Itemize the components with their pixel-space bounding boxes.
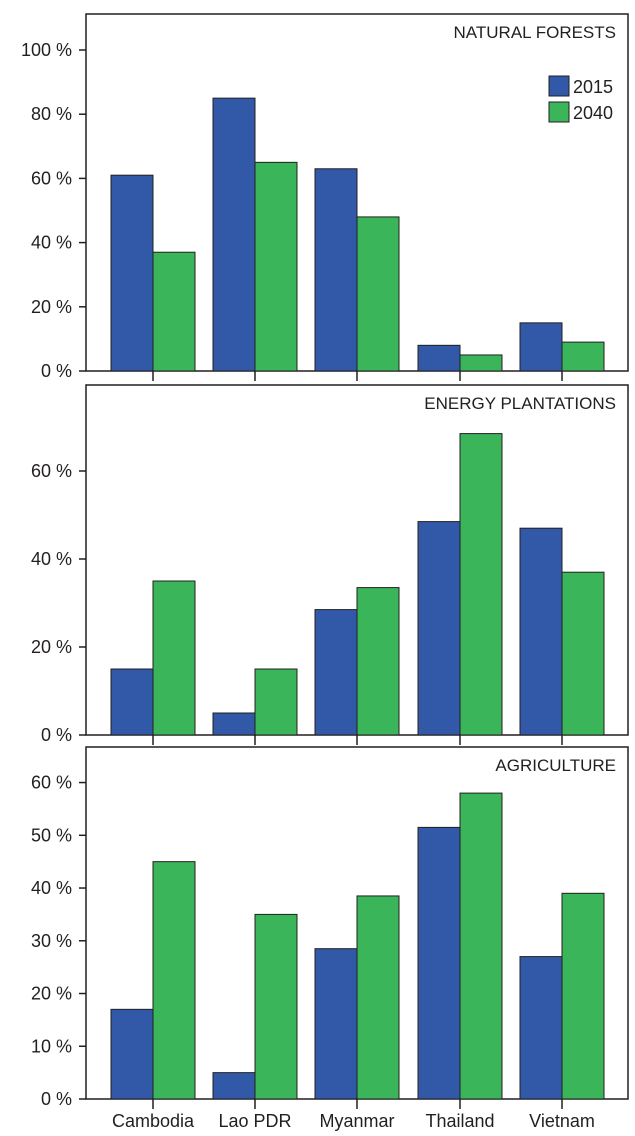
panel-title: AGRICULTURE (495, 756, 616, 775)
bar-cambodia-2040 (152, 580, 196, 736)
x-category-label: Thailand (425, 1111, 494, 1131)
y-tick-label: 60 % (31, 168, 72, 188)
bar-myanmar-2015 (314, 609, 358, 736)
bar-cambodia-2015 (110, 668, 154, 736)
bar-thailand-2015 (417, 521, 461, 736)
x-category-label: Cambodia (112, 1111, 195, 1131)
y-tick-label: 20 % (31, 637, 72, 657)
bar-thailand-2015 (417, 826, 461, 1100)
legend-label-2040: 2040 (573, 103, 613, 123)
y-tick-label: 10 % (31, 1036, 72, 1056)
panel-3: 0 % 10 % 20 % 30 % 40 % 50 % 60 % AGRICULTURE (31, 746, 629, 1109)
bar-vietnam-2040 (561, 341, 605, 372)
y-tick-label: 0 % (41, 725, 72, 745)
x-axis-labels: Cambodia Lao PDR Myanmar Thailand Vietnam (112, 1111, 595, 1131)
bar-cambodia-2040 (152, 861, 196, 1100)
y-tick-label: 100 % (21, 40, 72, 60)
bar-cambodia-2040 (152, 251, 196, 372)
bar-myanmar-2015 (314, 168, 358, 372)
bar-lao-pdr-2015 (212, 1072, 256, 1100)
panel-2: 0 % 20 % 40 % 60 % ENERGY PLANTATIONS (31, 384, 629, 745)
bar-thailand-2015 (417, 344, 461, 372)
bar-myanmar-2015 (314, 948, 358, 1100)
bar-thailand-2040 (459, 433, 503, 736)
bar-myanmar-2040 (356, 895, 400, 1100)
bar-cambodia-2015 (110, 174, 154, 372)
x-category-label: Myanmar (319, 1111, 394, 1131)
y-tick-label: 20 % (31, 984, 72, 1004)
y-tick-label: 30 % (31, 931, 72, 951)
legend-swatch-2015 (548, 75, 570, 97)
y-tick-label: 50 % (31, 825, 72, 845)
y-tick-label: 40 % (31, 878, 72, 898)
bar-vietnam-2015 (519, 322, 563, 372)
bar-vietnam-2040 (561, 892, 605, 1100)
y-tick-label: 60 % (31, 773, 72, 793)
bar-vietnam-2040 (561, 571, 605, 736)
y-tick-label: 80 % (31, 104, 72, 124)
legend-label-2015: 2015 (573, 77, 613, 97)
bar-lao-pdr-2040 (254, 161, 298, 372)
bar-lao-pdr-2015 (212, 97, 256, 372)
panel-title: NATURAL FORESTS (454, 23, 616, 42)
bar-lao-pdr-2015 (212, 712, 256, 736)
bar-lao-pdr-2040 (254, 668, 298, 736)
bar-cambodia-2015 (110, 1008, 154, 1100)
bar-vietnam-2015 (519, 956, 563, 1100)
bar-thailand-2040 (459, 792, 503, 1100)
y-tick-label: 40 % (31, 233, 72, 253)
legend-swatch-2040 (548, 101, 570, 123)
x-category-label: Vietnam (529, 1111, 595, 1131)
y-tick-label: 40 % (31, 549, 72, 569)
y-tick-label: 0 % (41, 1089, 72, 1109)
y-tick-label: 60 % (31, 461, 72, 481)
x-category-label: Lao PDR (218, 1111, 291, 1131)
panel-title: ENERGY PLANTATIONS (424, 394, 616, 413)
y-tick-label: 0 % (41, 361, 72, 381)
bar-lao-pdr-2040 (254, 913, 298, 1100)
bar-myanmar-2040 (356, 587, 400, 736)
bar-myanmar-2040 (356, 216, 400, 372)
bar-thailand-2040 (459, 354, 503, 372)
y-tick-label: 20 % (31, 297, 72, 317)
panel-1: 0 % 20 % 40 % 60 % 80 % 100 % NATURAL FORESTS 2… (21, 13, 629, 381)
bar-vietnam-2015 (519, 527, 563, 736)
